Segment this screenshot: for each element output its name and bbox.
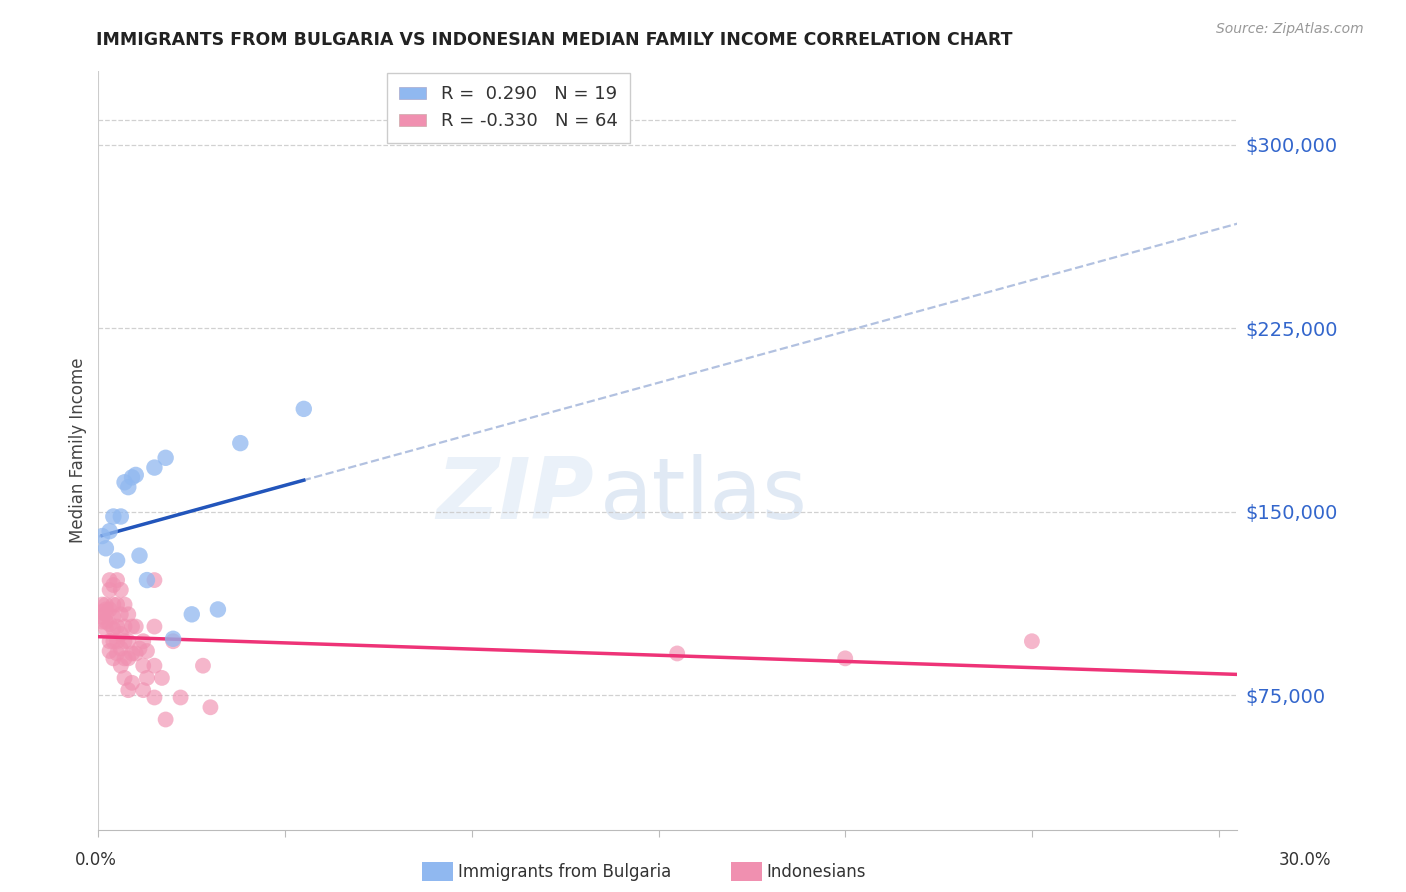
Point (103, 609, 125, 624)
Point (162, 634, 184, 648)
Point (114, 651, 136, 665)
Point (121, 647, 143, 661)
Point (105, 619, 128, 633)
Point (94, 541, 117, 556)
Point (110, 641, 132, 656)
Point (114, 475, 136, 490)
Point (110, 658, 132, 673)
Point (105, 647, 128, 661)
Point (98, 524, 121, 538)
Point (91, 605, 114, 619)
Text: atlas: atlas (599, 454, 807, 538)
Point (136, 644, 159, 658)
Text: Immigrants from Bulgaria: Immigrants from Bulgaria (458, 863, 672, 881)
Point (94, 602, 117, 616)
Point (103, 651, 125, 665)
Point (121, 675, 143, 690)
Point (98, 602, 121, 616)
Y-axis label: Median Family Income: Median Family Income (69, 358, 87, 543)
Point (98, 582, 121, 597)
Point (117, 683, 139, 698)
Point (105, 598, 128, 612)
Point (834, 651, 856, 665)
Point (103, 509, 125, 524)
Point (191, 658, 214, 673)
Point (121, 619, 143, 633)
Text: IMMIGRANTS FROM BULGARIA VS INDONESIAN MEDIAN FAMILY INCOME CORRELATION CHART: IMMIGRANTS FROM BULGARIA VS INDONESIAN M… (96, 31, 1012, 49)
Point (229, 436, 252, 450)
Point (143, 619, 166, 633)
Point (121, 470, 143, 484)
Point (110, 627, 132, 641)
Point (207, 602, 229, 616)
Point (125, 619, 148, 633)
Point (180, 607, 202, 622)
Point (110, 607, 132, 622)
Point (103, 578, 125, 592)
Point (94, 615, 117, 629)
Point (103, 622, 125, 636)
Text: Source: ZipAtlas.com: Source: ZipAtlas.com (1216, 22, 1364, 37)
Point (117, 651, 139, 665)
Point (105, 634, 128, 648)
Point (150, 671, 173, 685)
Point (169, 690, 191, 705)
Point (132, 634, 155, 648)
Point (117, 480, 139, 494)
Point (125, 467, 148, 482)
Point (136, 671, 159, 685)
Point (105, 553, 128, 567)
Point (114, 619, 136, 633)
Point (143, 658, 166, 673)
Point (114, 634, 136, 648)
Point (94, 622, 117, 636)
Point (125, 647, 148, 661)
Legend: R =  0.290   N = 19, R = -0.330   N = 64: R = 0.290 N = 19, R = -0.330 N = 64 (387, 73, 630, 143)
Text: 30.0%: 30.0% (1278, 851, 1331, 869)
Point (666, 647, 689, 661)
Point (128, 549, 150, 563)
Text: ZIP: ZIP (436, 454, 593, 538)
Point (105, 573, 128, 587)
Point (136, 573, 159, 587)
Point (94, 607, 117, 622)
Point (155, 450, 177, 465)
Point (91, 598, 114, 612)
Point (132, 658, 155, 673)
Point (200, 700, 222, 714)
Point (94, 598, 117, 612)
Point (98, 644, 121, 658)
Point (114, 598, 136, 612)
Point (117, 607, 139, 622)
Point (162, 632, 184, 646)
Point (128, 641, 150, 656)
Text: 0.0%: 0.0% (75, 851, 117, 869)
Point (110, 509, 132, 524)
Point (103, 598, 125, 612)
Point (143, 690, 166, 705)
Point (1021, 634, 1043, 648)
Point (143, 573, 166, 587)
Point (114, 671, 136, 685)
Point (91, 615, 114, 629)
Point (143, 460, 166, 475)
Point (91, 609, 114, 624)
Text: Indonesians: Indonesians (766, 863, 866, 881)
Point (98, 573, 121, 587)
Point (132, 683, 155, 698)
Point (110, 582, 132, 597)
Point (292, 401, 315, 416)
Point (103, 634, 125, 648)
Point (98, 617, 121, 632)
Point (98, 634, 121, 648)
Point (117, 634, 139, 648)
Point (91, 529, 114, 543)
Point (155, 713, 177, 727)
